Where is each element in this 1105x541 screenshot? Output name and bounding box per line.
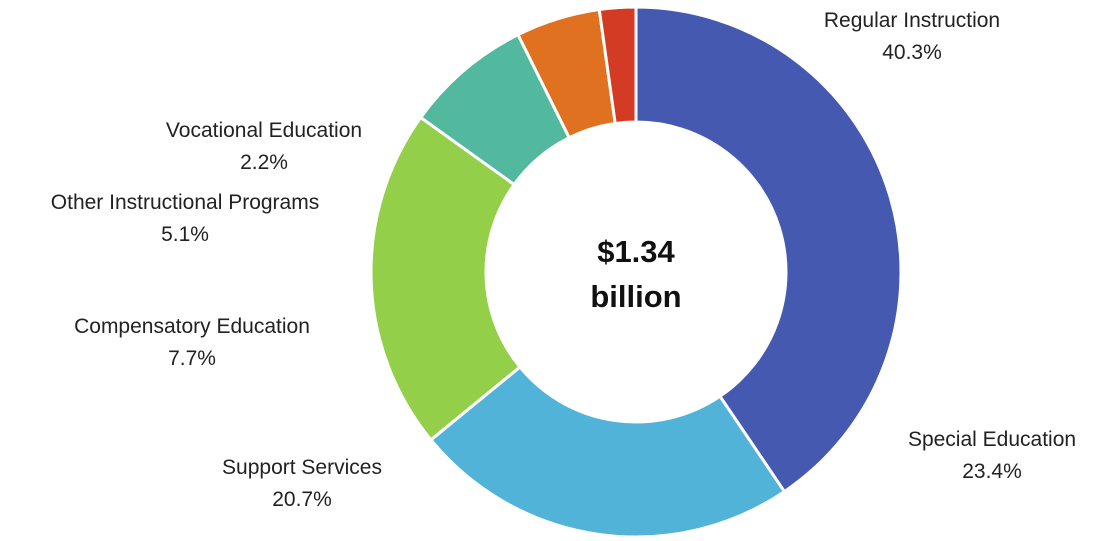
label-vocational-education: Vocational Education [166,119,362,142]
pct-vocational-education: 2.2% [240,151,288,174]
center-total-line1: $1.34 [597,234,675,269]
slices-group [369,5,903,539]
pct-special-education: 23.4% [962,460,1022,483]
pct-support-services: 20.7% [272,488,332,511]
slice-support-services [369,115,523,442]
slice-special-education [428,364,787,539]
pct-compensatory-education: 7.7% [168,347,216,370]
pct-regular-instruction: 40.3% [882,41,942,64]
label-other-instructional-programs: Other Instructional Programs [51,191,319,214]
slice-regular-instruction [634,5,903,494]
center-total-line2: billion [590,279,681,314]
labels-group: Regular Instruction 40.3% Special Educatio… [51,9,1076,511]
label-special-education: Special Education [908,428,1076,451]
label-support-services: Support Services [222,456,382,479]
slice-vocational-education [597,5,638,126]
pct-other-instructional-programs: 5.1% [161,223,209,246]
label-compensatory-education: Compensatory Education [74,315,310,338]
label-regular-instruction: Regular Instruction [824,9,1000,32]
